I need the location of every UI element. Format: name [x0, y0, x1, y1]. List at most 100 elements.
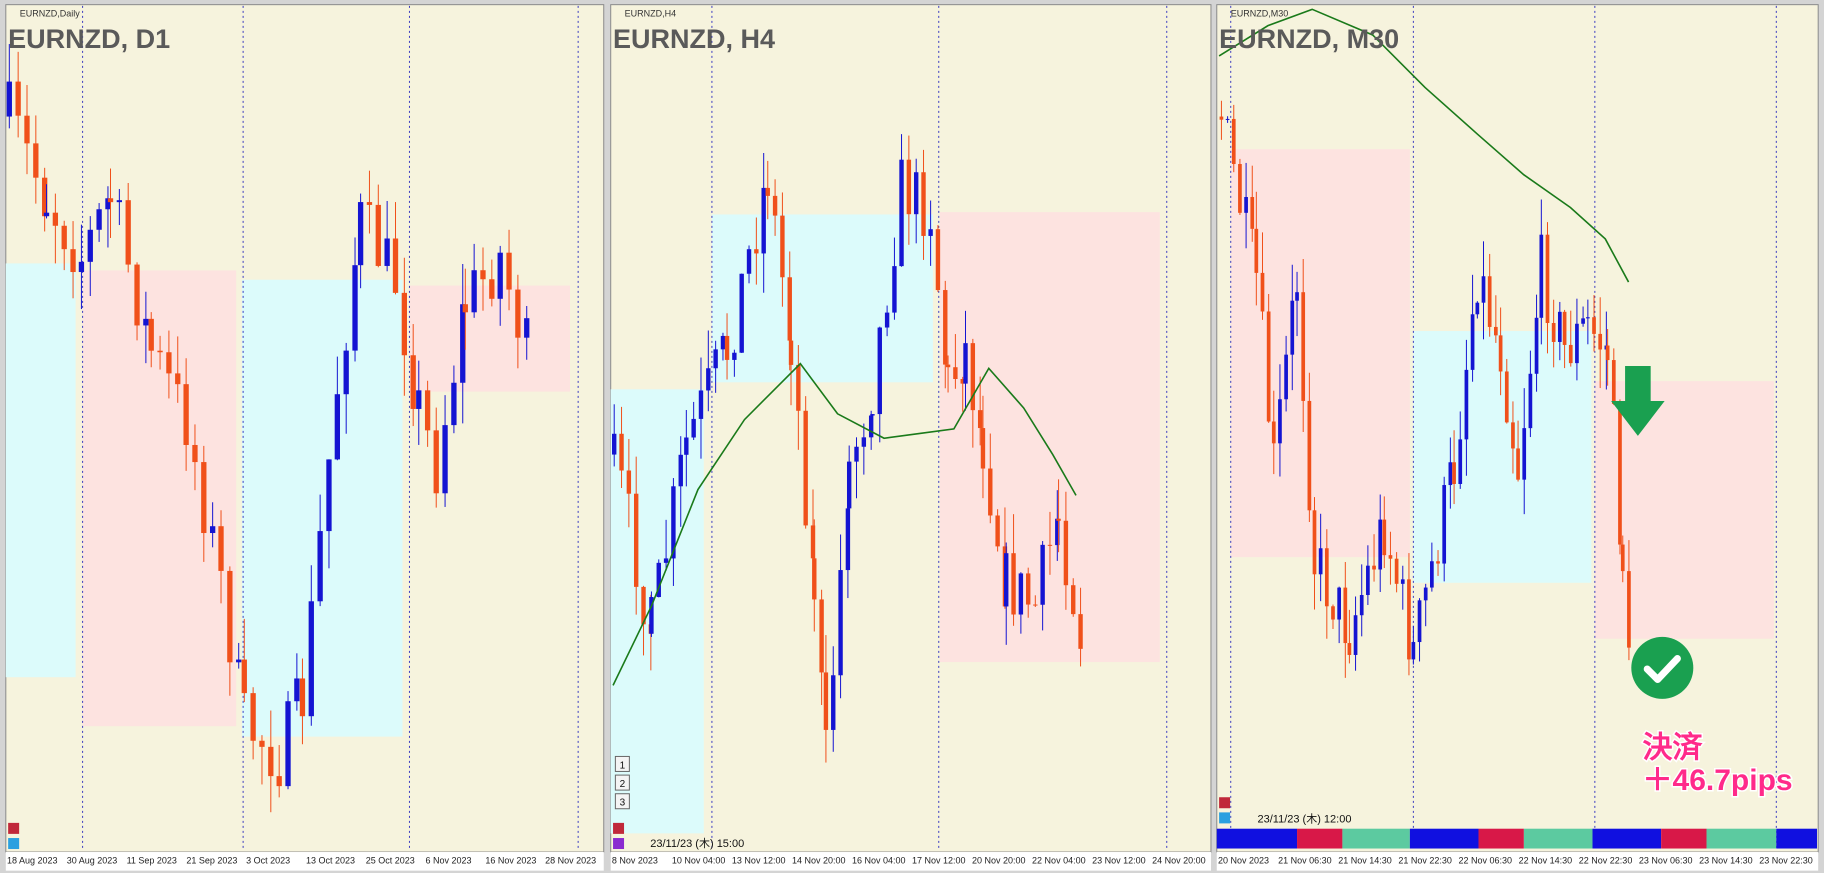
candle-body [649, 597, 654, 634]
candle-body [780, 215, 785, 278]
candle-body [870, 414, 875, 416]
date-label: 13 Oct 2023 [306, 856, 355, 866]
candle-body [1301, 292, 1306, 401]
candle-body [1575, 323, 1579, 364]
sell-arrow [1611, 365, 1665, 436]
candle-body [1026, 573, 1031, 605]
close-button[interactable] [1219, 797, 1231, 809]
candle-body [259, 740, 265, 747]
candle-body [838, 570, 843, 676]
candle-body [1511, 422, 1515, 449]
candle-body [671, 486, 676, 559]
chart-window: EURNZD,Daily EURNZD, D1 18 Aug 2023 30 Aug … [5, 4, 605, 871]
option-button[interactable] [613, 838, 625, 850]
timeframe-button[interactable] [614, 793, 630, 810]
option-button[interactable] [1219, 812, 1231, 824]
candle-body [1238, 164, 1242, 213]
close-button[interactable] [8, 822, 20, 834]
candle-body [1337, 587, 1342, 620]
candle-body [1557, 311, 1562, 342]
close-button[interactable] [613, 822, 625, 834]
candle-body [52, 212, 59, 226]
candle-body [1359, 595, 1364, 616]
check-icon [1631, 636, 1694, 699]
candle-body [489, 279, 495, 299]
candle-body [1504, 371, 1509, 423]
candle-body [1004, 553, 1009, 607]
candle-body [375, 204, 381, 266]
date-label: 10 Nov 04:00 [672, 856, 726, 866]
candle-body [33, 143, 39, 178]
candle-body [1078, 614, 1083, 649]
candle-body [209, 526, 216, 534]
signal-bar [1342, 828, 1410, 849]
date-label: 22 Nov 22:30 [1579, 856, 1633, 866]
date-label: 25 Oct 2023 [366, 856, 415, 866]
candle-body [970, 343, 976, 411]
candle-body [746, 249, 752, 274]
candle-body [1470, 314, 1475, 370]
option-button[interactable] [8, 838, 20, 850]
candle-body [953, 367, 958, 380]
annotation-text: 決済 [1643, 731, 1704, 764]
candle-body [1581, 318, 1585, 324]
candle-body [6, 81, 12, 117]
candle-body [125, 200, 131, 265]
candle-body [943, 290, 948, 365]
candle-body [796, 364, 801, 411]
candle-body [980, 428, 986, 469]
timeframe-button[interactable] [614, 774, 630, 791]
candle-body [1040, 544, 1045, 605]
candle-body [641, 586, 646, 625]
candle-body [812, 558, 817, 600]
candle-body [720, 335, 726, 350]
candle-body [1487, 276, 1492, 327]
candle-body [1278, 399, 1282, 444]
date-label: 21 Nov 22:30 [1398, 856, 1452, 866]
annotation-text: ＋46.7pips [1643, 764, 1793, 797]
candle-body [1378, 519, 1383, 570]
timeframe-button[interactable] [614, 755, 630, 772]
signal-bar [1409, 828, 1479, 849]
candle-body [1284, 354, 1288, 400]
date-label: 22 Nov 06:30 [1459, 856, 1513, 866]
candle-body [105, 198, 111, 210]
candle-body [1324, 548, 1329, 607]
candle-body [201, 462, 207, 534]
time-axis [5, 852, 604, 871]
timeframe-button-label: 1 [620, 760, 626, 771]
candle-body [1448, 462, 1453, 486]
candle-body [1266, 311, 1271, 422]
symbol-label: EURNZD,Daily [20, 8, 81, 18]
candle-body [1545, 234, 1550, 324]
candle-body [861, 437, 867, 447]
candle-body [945, 364, 951, 368]
candle-body [15, 81, 21, 116]
date-label: 11 Sep 2023 [127, 856, 177, 866]
candle-body [357, 202, 364, 266]
candle-body [326, 459, 332, 532]
candle-body [1033, 604, 1038, 606]
candle-body [1018, 573, 1024, 615]
candle-body [285, 701, 291, 787]
candle-body [846, 461, 852, 509]
candle-body [524, 318, 530, 338]
candle-body [787, 277, 792, 341]
date-label: 14 Nov 20:00 [792, 856, 846, 866]
candle-body [1312, 510, 1317, 575]
candle-body [739, 273, 744, 353]
candle-body [963, 343, 968, 384]
candle-body [515, 289, 521, 338]
candle-body [107, 198, 114, 203]
candle-body [663, 558, 669, 563]
candles [1219, 100, 1631, 678]
date-label: 13 Nov 12:00 [732, 856, 786, 866]
candle-body [1056, 518, 1061, 521]
candle-body [1481, 276, 1486, 303]
candle-body [1063, 520, 1069, 586]
candle-body [1231, 118, 1236, 165]
candle-body [691, 418, 696, 438]
time-axis [610, 852, 1211, 871]
candle-body [87, 229, 93, 262]
